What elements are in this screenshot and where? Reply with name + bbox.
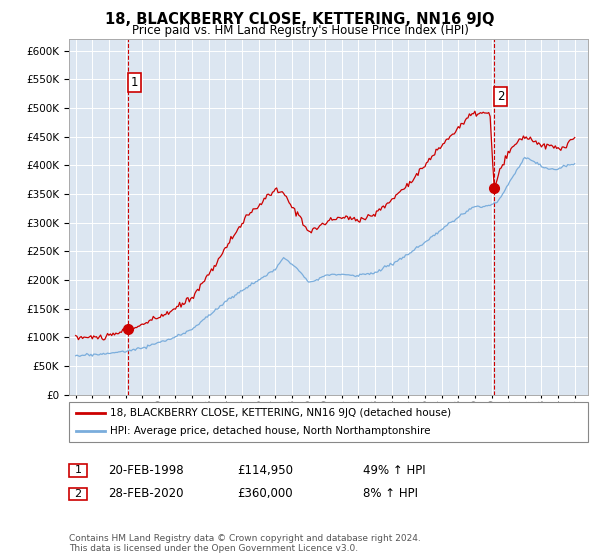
Text: 8% ↑ HPI: 8% ↑ HPI [363, 487, 418, 501]
Text: 2: 2 [497, 90, 505, 103]
Text: £114,950: £114,950 [237, 464, 293, 477]
Text: 20-FEB-1998: 20-FEB-1998 [108, 464, 184, 477]
Text: £360,000: £360,000 [237, 487, 293, 501]
Text: Contains HM Land Registry data © Crown copyright and database right 2024.
This d: Contains HM Land Registry data © Crown c… [69, 534, 421, 553]
Text: 28-FEB-2020: 28-FEB-2020 [108, 487, 184, 501]
Text: HPI: Average price, detached house, North Northamptonshire: HPI: Average price, detached house, Nort… [110, 426, 430, 436]
Text: 1: 1 [74, 465, 82, 475]
Text: 49% ↑ HPI: 49% ↑ HPI [363, 464, 425, 477]
Text: 1: 1 [131, 76, 139, 88]
Text: 18, BLACKBERRY CLOSE, KETTERING, NN16 9JQ: 18, BLACKBERRY CLOSE, KETTERING, NN16 9J… [105, 12, 495, 27]
Text: 18, BLACKBERRY CLOSE, KETTERING, NN16 9JQ (detached house): 18, BLACKBERRY CLOSE, KETTERING, NN16 9J… [110, 408, 451, 418]
Text: 2: 2 [74, 489, 82, 499]
Text: Price paid vs. HM Land Registry's House Price Index (HPI): Price paid vs. HM Land Registry's House … [131, 24, 469, 36]
